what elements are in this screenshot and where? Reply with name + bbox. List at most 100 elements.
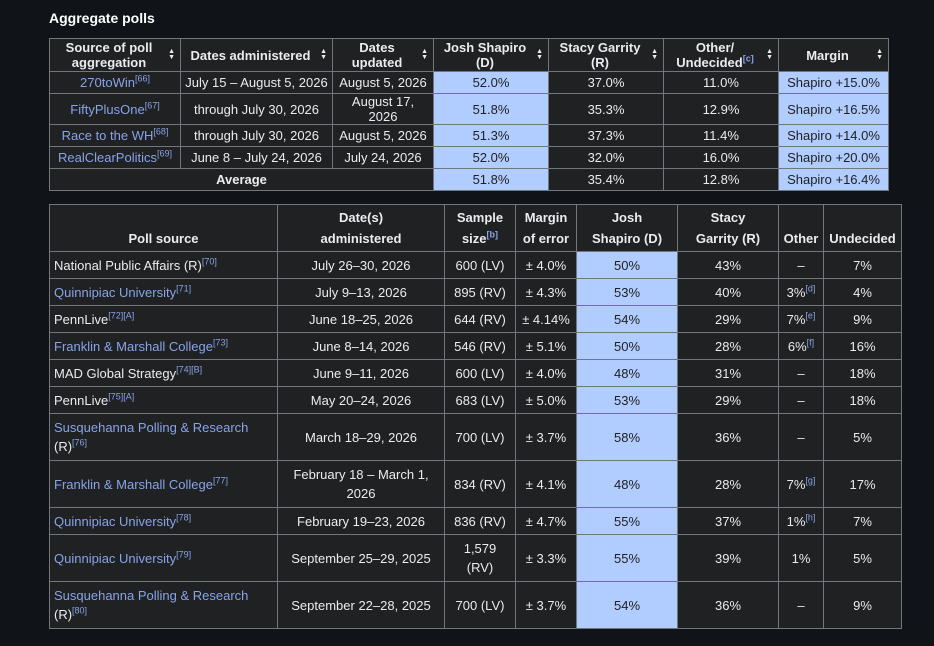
footnote-link[interactable]: [g] — [805, 475, 816, 486]
sort-arrows-icon[interactable]: ▲ ▼ — [168, 48, 175, 61]
other-value: 16.0% — [663, 146, 779, 169]
footnote-link[interactable]: [h] — [805, 512, 816, 523]
poll-moe: ± 5.1% — [515, 332, 577, 360]
poll-sample: 700 (LV) — [444, 413, 516, 461]
sort-arrows-icon[interactable]: ▲ ▼ — [320, 48, 327, 61]
header-poll-source: Poll source — [49, 204, 278, 252]
garrity-value: 35.3% — [548, 93, 664, 125]
poll-source-link[interactable]: Quinnipiac University — [54, 513, 177, 529]
dates-administered: June 8 – July 24, 2026 — [180, 146, 333, 169]
header-margin[interactable]: Margin ▲ ▼ — [778, 38, 889, 72]
reference-link[interactable]: [72][A] — [108, 310, 135, 321]
sort-arrows-icon[interactable]: ▲ ▼ — [876, 48, 883, 61]
aggregator-name[interactable]: FiftyPlusOne — [70, 101, 145, 117]
poll-source[interactable]: Franklin & Marshall College[77] — [49, 460, 278, 508]
aggregator-link[interactable]: RealClearPolitics[69] — [49, 146, 181, 169]
header-other-undecided[interactable]: Other/ Undecided[c] ▲ ▼ — [663, 38, 779, 72]
reference-link[interactable]: [71] — [176, 283, 192, 294]
poll-garrity: 29% — [677, 305, 779, 333]
header-garrity[interactable]: Stacy Garrity (R) ▲ ▼ — [548, 38, 664, 72]
poll-other: – — [778, 386, 824, 414]
aggregator-link[interactable]: Race to the WH[68] — [49, 124, 181, 147]
margin-value: Shapiro +15.0% — [778, 71, 889, 94]
aggregator-name[interactable]: Race to the WH — [61, 128, 154, 143]
margin-average: Shapiro +16.4% — [778, 168, 889, 191]
sort-arrows-icon[interactable]: ▲ ▼ — [536, 48, 543, 61]
reference-link[interactable]: [73] — [212, 337, 228, 348]
poll-row: Susquehanna Polling & Research (R)[80] Sep… — [49, 581, 902, 629]
aggregator-name[interactable]: 270toWin — [80, 75, 135, 90]
poll-source[interactable]: Susquehanna Polling & Research (R)[76] — [49, 413, 278, 461]
poll-dates: June 18–25, 2026 — [277, 305, 445, 333]
poll-shapiro: 55% — [576, 534, 678, 582]
reference-link[interactable]: [76] — [72, 437, 88, 448]
poll-source-link[interactable]: Franklin & Marshall College — [54, 338, 213, 354]
poll-dates: September 22–28, 2025 — [277, 581, 445, 629]
poll-moe: ± 4.0% — [515, 251, 577, 279]
poll-shapiro: 54% — [576, 581, 678, 629]
poll-source: PennLive[75][A] — [49, 386, 278, 414]
footnote-link[interactable]: [b] — [486, 229, 499, 240]
poll-other: 7%[e] — [778, 305, 824, 333]
poll-shapiro: 50% — [576, 251, 678, 279]
reference-link[interactable]: [74][B] — [176, 364, 203, 375]
average-label: Average — [49, 168, 434, 191]
poll-row: National Public Affairs (R)[70] July 26–3… — [49, 251, 902, 279]
poll-other: – — [778, 359, 824, 387]
reference-link[interactable]: [79] — [176, 549, 192, 560]
garrity-value: 32.0% — [548, 146, 664, 169]
poll-source[interactable]: Quinnipiac University[71] — [49, 278, 278, 306]
poll-dates: February 19–23, 2026 — [277, 507, 445, 535]
aggregator-link[interactable]: 270toWin[66] — [49, 71, 181, 94]
header-shapiro[interactable]: Josh Shapiro (D) ▲ ▼ — [433, 38, 549, 72]
aggregator-link[interactable]: FiftyPlusOne[67] — [49, 93, 181, 125]
reference-link[interactable]: [67] — [144, 100, 160, 111]
poll-sample: 644 (RV) — [444, 305, 516, 333]
aggregate-row: RealClearPolitics[69] June 8 – July 24, 2… — [49, 146, 889, 169]
poll-source-link[interactable]: Quinnipiac University — [54, 284, 177, 300]
aggregator-name[interactable]: RealClearPolitics — [58, 150, 157, 165]
footnote-link[interactable]: [f] — [806, 337, 815, 348]
footnote-link[interactable]: [d] — [805, 283, 816, 294]
poll-source[interactable]: Quinnipiac University[78] — [49, 507, 278, 535]
poll-source[interactable]: Quinnipiac University[79] — [49, 534, 278, 582]
header-administered[interactable]: Dates administered ▲ ▼ — [180, 38, 333, 72]
poll-dates: June 8–14, 2026 — [277, 332, 445, 360]
shapiro-value: 51.8% — [433, 93, 549, 125]
header-source[interactable]: Source of poll aggregation ▲ ▼ — [49, 38, 181, 72]
poll-source[interactable]: Susquehanna Polling & Research (R)[80] — [49, 581, 278, 629]
reference-link[interactable]: [75][A] — [108, 391, 135, 402]
poll-moe: ± 4.7% — [515, 507, 577, 535]
poll-dates: February 18 – March 1, 2026 — [277, 460, 445, 508]
reference-link[interactable]: [78] — [176, 512, 192, 523]
poll-moe: ± 3.7% — [515, 413, 577, 461]
section-heading: Aggregate polls — [49, 10, 155, 26]
reference-link[interactable]: [80] — [72, 605, 88, 616]
header-undecided: Undecided — [823, 204, 902, 252]
footnote-link[interactable]: [e] — [805, 310, 816, 321]
poll-moe: ± 3.7% — [515, 581, 577, 629]
poll-sample: 683 (LV) — [444, 386, 516, 414]
poll-garrity: 40% — [677, 278, 779, 306]
poll-moe: ± 4.1% — [515, 460, 577, 508]
reference-link[interactable]: [77] — [212, 475, 228, 486]
poll-source: MAD Global Strategy[74][B] — [49, 359, 278, 387]
reference-link[interactable]: [68] — [153, 126, 169, 137]
sort-arrows-icon[interactable]: ▲ ▼ — [651, 48, 658, 61]
sort-arrows-icon[interactable]: ▲ ▼ — [766, 48, 773, 61]
poll-source-link[interactable]: Susquehanna Polling & Research — [54, 588, 249, 603]
poll-other: 1%[h] — [778, 507, 824, 535]
poll-source[interactable]: Franklin & Marshall College[73] — [49, 332, 278, 360]
poll-shapiro: 53% — [576, 386, 678, 414]
other-value: 11.0% — [663, 71, 779, 94]
footnote-link[interactable]: [c] — [742, 53, 754, 64]
sort-arrows-icon[interactable]: ▲ ▼ — [421, 48, 428, 61]
reference-link[interactable]: [66] — [134, 73, 150, 84]
poll-source-link[interactable]: Susquehanna Polling & Research — [54, 420, 249, 435]
poll-source-link[interactable]: Franklin & Marshall College — [54, 476, 213, 492]
reference-link[interactable]: [70] — [201, 256, 217, 267]
poll-shapiro: 53% — [576, 278, 678, 306]
poll-source-link[interactable]: Quinnipiac University — [54, 550, 177, 566]
header-updated[interactable]: Dates updated ▲ ▼ — [332, 38, 434, 72]
reference-link[interactable]: [69] — [156, 148, 172, 159]
